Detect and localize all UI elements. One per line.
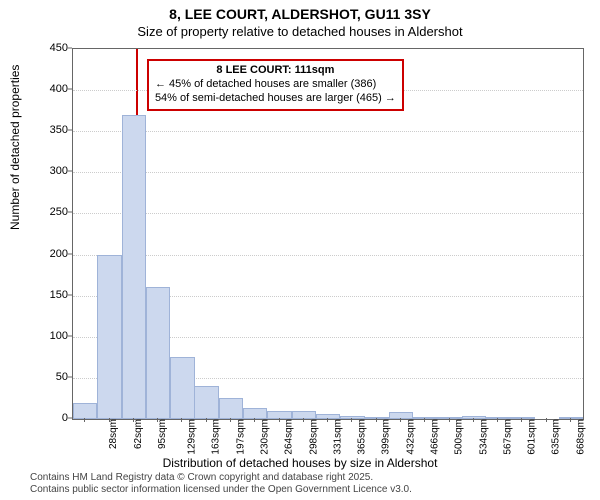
y-tick-mark [68,89,72,90]
histogram-bar [146,287,170,419]
x-tick-mark [133,418,134,422]
x-tick-mark [109,418,110,422]
y-tick-mark [68,171,72,172]
y-axis-label: Number of detached properties [8,65,22,230]
gridline [73,131,583,132]
plot-area: 8 LEE COURT: 111sqm ← 45% of detached ho… [72,48,584,420]
histogram-bar [73,403,97,419]
x-tick-label: 567sqm [502,419,513,455]
histogram-bar [267,411,291,419]
y-tick-label: 0 [28,412,68,424]
y-tick-label: 300 [28,165,68,177]
x-tick-label: 635sqm [551,419,562,455]
y-tick-mark [68,335,72,336]
chart-title: 8, LEE COURT, ALDERSHOT, GU11 3SY [0,6,600,22]
x-tick-label: 601sqm [527,419,538,455]
x-tick-label: 197sqm [235,419,246,455]
x-tick-mark [351,418,352,422]
gridline [73,172,583,173]
x-tick-label: 331sqm [332,419,343,455]
y-tick-mark [68,48,72,49]
footer-text: Contains HM Land Registry data © Crown c… [30,472,412,496]
x-tick-mark [497,418,498,422]
chart-subtitle: Size of property relative to detached ho… [0,24,600,39]
x-tick-mark [424,418,425,422]
x-tick-label: 163sqm [211,419,222,455]
x-tick-mark [521,418,522,422]
x-tick-label: 28sqm [108,419,119,449]
footer-line-2: Contains public sector information licen… [30,484,412,496]
x-tick-mark [376,418,377,422]
y-tick-label: 100 [28,330,68,342]
annotation-box: 8 LEE COURT: 111sqm ← 45% of detached ho… [147,59,404,110]
y-tick-mark [68,376,72,377]
y-tick-label: 400 [28,83,68,95]
chart-container: 8, LEE COURT, ALDERSHOT, GU11 3SY Size o… [0,0,600,500]
histogram-bar [97,255,121,419]
footer-line-1: Contains HM Land Registry data © Crown c… [30,472,412,484]
histogram-bar [170,357,194,419]
y-tick-mark [68,212,72,213]
gridline [73,213,583,214]
x-tick-mark [181,418,182,422]
annotation-line-1: 8 LEE COURT: 111sqm [155,64,396,78]
annotation-line-2: ← 45% of detached houses are smaller (38… [155,78,396,92]
histogram-bar [292,411,316,419]
x-tick-mark [570,418,571,422]
y-tick-label: 150 [28,289,68,301]
x-tick-label: 298sqm [308,419,319,455]
y-tick-mark [68,294,72,295]
x-tick-label: 95sqm [157,419,168,449]
x-tick-label: 230sqm [260,419,271,455]
x-tick-mark [303,418,304,422]
x-tick-mark [449,418,450,422]
x-tick-label: 365sqm [357,419,368,455]
x-axis-label: Distribution of detached houses by size … [0,456,600,470]
x-tick-mark [157,418,158,422]
x-tick-mark [206,418,207,422]
x-tick-label: 432sqm [405,419,416,455]
x-tick-label: 668sqm [575,419,586,455]
y-tick-mark [68,130,72,131]
x-tick-mark [327,418,328,422]
x-tick-mark [400,418,401,422]
x-tick-label: 534sqm [478,419,489,455]
histogram-bar [194,386,218,419]
gridline [73,255,583,256]
histogram-bar [243,408,267,420]
y-tick-label: 350 [28,124,68,136]
x-tick-mark [279,418,280,422]
x-tick-mark [84,418,85,422]
x-tick-label: 466sqm [430,419,441,455]
x-tick-mark [254,418,255,422]
x-tick-mark [230,418,231,422]
y-tick-label: 250 [28,206,68,218]
x-tick-label: 129sqm [187,419,198,455]
x-tick-label: 500sqm [454,419,465,455]
y-tick-mark [68,418,72,419]
y-tick-mark [68,253,72,254]
x-tick-label: 62sqm [133,419,144,449]
x-tick-mark [473,418,474,422]
y-tick-label: 200 [28,248,68,260]
x-tick-label: 264sqm [284,419,295,455]
annotation-line-3: 54% of semi-detached houses are larger (… [155,92,396,106]
histogram-bar [219,398,243,419]
y-tick-label: 50 [28,371,68,383]
y-tick-label: 450 [28,42,68,54]
x-tick-mark [546,418,547,422]
x-tick-label: 399sqm [381,419,392,455]
histogram-bar [122,115,146,419]
